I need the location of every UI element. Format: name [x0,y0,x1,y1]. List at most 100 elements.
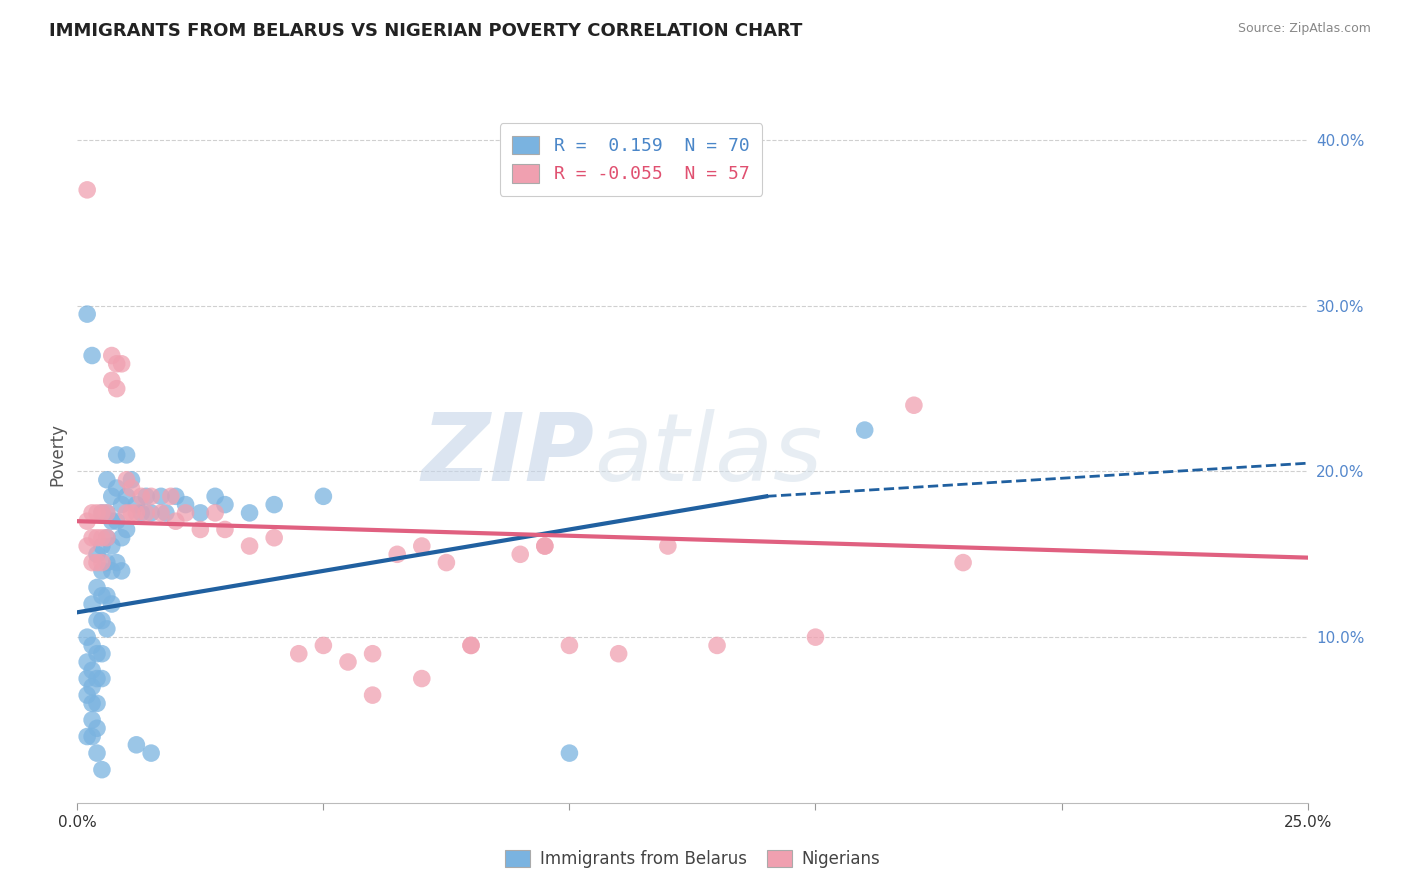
Point [82,730,104,744]
Point [105,382,128,396]
Point [96,506,118,520]
Point [460,639,482,653]
Point [263,498,285,512]
Point [76,655,98,669]
Point [90,614,114,628]
Point [86,647,108,661]
Point [96,622,118,636]
Point [90,539,114,553]
Point [165,514,187,528]
Point [82,349,104,363]
Text: Source: ZipAtlas.com: Source: ZipAtlas.com [1237,22,1371,36]
Point [86,697,108,711]
Point [411,539,433,553]
Point [76,672,98,686]
Point [101,349,124,363]
Point [82,531,104,545]
Point [125,498,148,512]
Point [111,357,132,371]
Point [111,531,132,545]
Point [135,489,157,503]
Point [190,506,212,520]
Text: IMMIGRANTS FROM BELARUS VS NIGERIAN POVERTY CORRELATION CHART: IMMIGRANTS FROM BELARUS VS NIGERIAN POVE… [49,22,803,40]
Point [82,663,104,677]
Point [312,639,335,653]
Point [111,564,132,578]
Point [105,448,128,462]
Point [903,398,925,412]
Point [82,713,104,727]
Point [150,489,173,503]
Point [125,506,148,520]
Point [76,688,98,702]
Point [90,556,114,570]
Text: atlas: atlas [595,409,823,500]
Point [804,630,827,644]
Point [90,564,114,578]
Point [706,639,728,653]
Point [141,506,163,520]
Point [101,539,124,553]
Point [607,647,630,661]
Point [115,489,138,503]
Point [534,539,557,553]
Point [86,547,108,561]
Point [96,473,118,487]
Point [115,473,138,487]
Legend: Immigrants from Belarus, Nigerians: Immigrants from Belarus, Nigerians [498,843,887,874]
Point [204,506,226,520]
Point [101,373,124,387]
Point [86,531,108,545]
Y-axis label: Poverty: Poverty [48,424,66,486]
Point [174,506,197,520]
Point [86,581,108,595]
Point [96,531,118,545]
Point [86,614,108,628]
Point [534,539,557,553]
Point [76,630,98,644]
Point [214,498,236,512]
Point [657,539,679,553]
Point [853,423,876,437]
Point [121,473,143,487]
Point [90,506,114,520]
Point [90,589,114,603]
Point [190,523,212,537]
Point [82,697,104,711]
Point [115,448,138,462]
Point [558,639,581,653]
Point [96,589,118,603]
Point [361,647,384,661]
Point [76,514,98,528]
Point [263,531,285,545]
Point [111,498,132,512]
Point [105,556,128,570]
Point [150,506,173,520]
Point [96,531,118,545]
Point [174,498,197,512]
Point [76,307,98,321]
Point [96,506,118,520]
Point [90,647,114,661]
Point [361,688,384,702]
Point [76,539,98,553]
Text: ZIP: ZIP [422,409,595,501]
Point [121,506,143,520]
Point [411,672,433,686]
Point [135,506,157,520]
Point [101,489,124,503]
Point [96,556,118,570]
Point [239,539,262,553]
Point [214,523,236,537]
Point [165,489,187,503]
Point [82,597,104,611]
Point [86,506,108,520]
Point [121,481,143,495]
Point [90,672,114,686]
Point [288,647,311,661]
Point [76,730,98,744]
Point [90,763,114,777]
Point [115,523,138,537]
Point [141,489,163,503]
Point [436,556,458,570]
